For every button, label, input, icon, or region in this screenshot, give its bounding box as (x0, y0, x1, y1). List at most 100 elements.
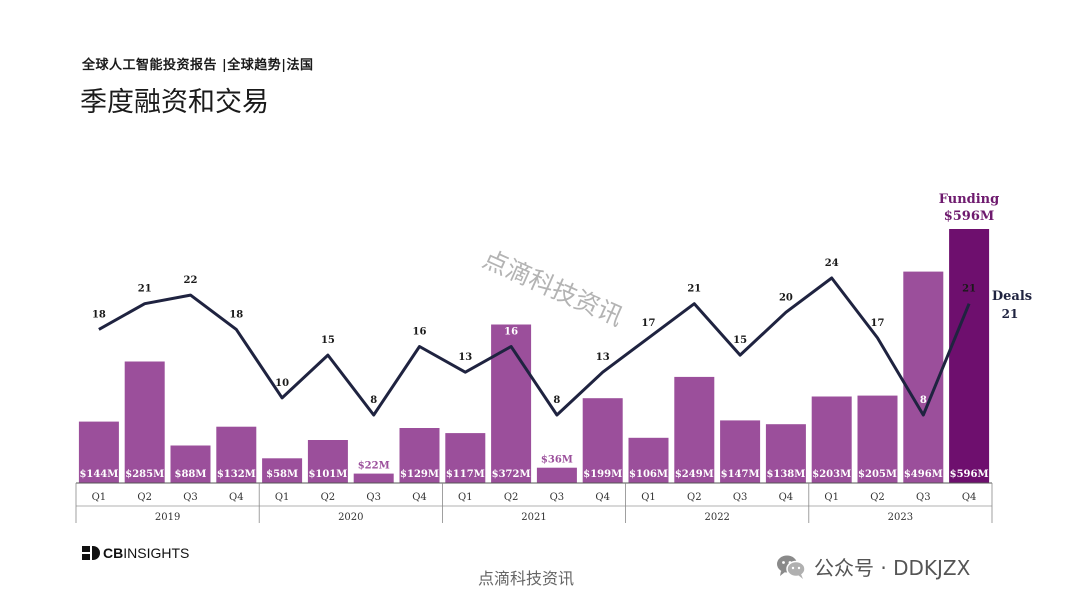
funding-bar (582, 398, 623, 483)
year-tick-label: 2020 (338, 512, 363, 523)
deals-legend-value: 21 (1002, 307, 1019, 321)
quarter-tick-label: Q1 (824, 492, 839, 503)
funding-bar-label: $129M (400, 469, 439, 480)
funding-bar-label: $117M (446, 469, 485, 480)
quarter-tick-label: Q1 (275, 492, 290, 503)
deals-data-label: 22 (184, 275, 198, 286)
deals-data-label: 13 (596, 352, 610, 363)
funding-bar-label: $496M (904, 469, 943, 480)
deals-data-label: 15 (321, 335, 335, 346)
cb-insights-logo-text: CBINSIGHTS (103, 545, 190, 561)
deals-line (98, 276, 971, 417)
footer-watermark: 点滴科技资讯 (478, 569, 575, 588)
deals-data-label: 18 (229, 309, 243, 320)
funding-bar (445, 433, 486, 483)
quarter-tick-label: Q3 (916, 492, 931, 503)
funding-bar (811, 396, 852, 483)
quarter-tick-label: Q4 (412, 492, 427, 503)
funding-bar-label: $147M (721, 469, 760, 480)
funding-bar (170, 445, 211, 483)
deals-data-label: 13 (458, 352, 472, 363)
year-tick-label: 2019 (155, 512, 180, 523)
quarter-tick-label: Q4 (595, 492, 610, 503)
deals-legend-title: Deals (992, 289, 1032, 304)
deals-data-label: 21 (138, 284, 152, 295)
funding-bar (628, 437, 669, 483)
funding-bar (765, 424, 806, 483)
year-tick-label: 2022 (704, 512, 729, 523)
funding-bar (399, 428, 440, 483)
funding-bar (307, 440, 348, 483)
quarter-tick-label: Q2 (321, 492, 336, 503)
funding-bar-label: $144M (79, 469, 118, 480)
funding-bar-label: $22M (358, 461, 390, 472)
cb-insights-logo-icon (82, 546, 100, 560)
deals-data-label: 24 (825, 258, 839, 269)
year-tick-label: 2023 (888, 512, 913, 523)
funding-legend-title: Funding (939, 192, 999, 207)
deals-data-label: 8 (920, 395, 927, 406)
deals-data-label: 21 (962, 284, 976, 295)
funding-bar (720, 420, 761, 483)
funding-bar (536, 467, 577, 483)
quarter-tick-label: Q4 (962, 492, 977, 503)
funding-bar-label: $372M (492, 469, 531, 480)
funding-bar-label: $101M (308, 469, 347, 480)
quarter-tick-label: Q3 (183, 492, 198, 503)
quarter-tick-label: Q1 (641, 492, 656, 503)
deals-data-label: 8 (370, 395, 377, 406)
wechat-account: 公众号 · DDKJZX (776, 552, 970, 581)
quarter-tick-label: Q4 (229, 492, 244, 503)
quarter-tick-label: Q3 (550, 492, 565, 503)
report-subtitle: 全球人工智能投资报告 |全球趋势|法国 (82, 58, 314, 73)
wechat-icon (776, 554, 806, 580)
funding-bar (949, 229, 990, 483)
deals-data-label: 16 (504, 327, 518, 338)
funding-bar-label: $285M (125, 469, 164, 480)
funding-bar-label: $205M (858, 469, 897, 480)
deals-data-label: 8 (553, 395, 560, 406)
funding-bar (262, 458, 303, 483)
funding-bar-label: $58M (266, 469, 298, 480)
deals-data-label: 10 (275, 378, 289, 389)
funding-bar-label: $199M (583, 469, 622, 480)
deals-data-label: 20 (779, 292, 793, 303)
funding-bar (216, 426, 257, 483)
funding-bar-label: $36M (541, 455, 573, 466)
funding-bar (491, 324, 532, 483)
deals-data-label: 15 (733, 335, 747, 346)
quarter-tick-label: Q1 (92, 492, 107, 503)
funding-bar (353, 473, 394, 483)
funding-bar-label: $106M (629, 469, 668, 480)
quarter-tick-label: Q3 (366, 492, 381, 503)
funding-bar-label: $203M (812, 469, 851, 480)
page-title: 季度融资和交易 (80, 87, 269, 118)
cb-insights-logo: CBINSIGHTS (82, 544, 189, 562)
funding-bar-label: $596M (950, 469, 989, 480)
funding-legend-value: $596M (944, 209, 995, 224)
wechat-label: 公众号 · DDKJZX (814, 556, 971, 580)
year-tick-label: 2021 (521, 512, 546, 523)
quarter-tick-label: Q3 (733, 492, 748, 503)
quarter-tick-label: Q2 (137, 492, 152, 503)
quarter-tick-label: Q2 (870, 492, 885, 503)
deals-data-label: 17 (642, 318, 656, 329)
quarter-tick-label: Q1 (458, 492, 473, 503)
funding-bar-label: $132M (217, 469, 256, 480)
deals-data-label: 18 (92, 309, 106, 320)
deals-data-label: 17 (871, 318, 885, 329)
funding-bar (78, 421, 119, 483)
deals-data-label: 21 (687, 284, 701, 295)
funding-bar (124, 361, 165, 483)
funding-bar-label: $88M (175, 469, 207, 480)
quarter-tick-label: Q2 (687, 492, 702, 503)
funding-bar-label: $249M (675, 469, 714, 480)
funding-bar (674, 376, 715, 483)
funding-bar (857, 395, 898, 483)
funding-bar (903, 271, 944, 483)
funding-bar-label: $138M (766, 469, 805, 480)
quarter-tick-label: Q4 (779, 492, 794, 503)
deals-data-label: 16 (413, 327, 427, 338)
quarter-tick-label: Q2 (504, 492, 519, 503)
